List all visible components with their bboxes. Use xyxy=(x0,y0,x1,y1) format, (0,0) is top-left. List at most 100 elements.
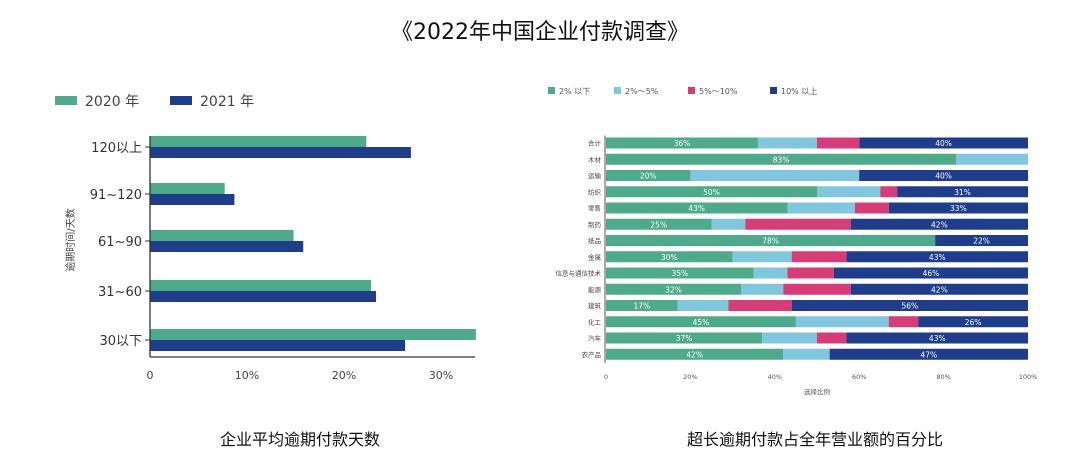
legend-label: 2021 年 xyxy=(200,94,254,110)
bar-segment xyxy=(795,316,889,328)
bar-segment xyxy=(829,348,1028,360)
legend-swatch xyxy=(548,87,555,94)
bar-2021 xyxy=(150,340,406,351)
bar-segment xyxy=(606,186,817,198)
bar-segment xyxy=(846,251,1028,263)
bar-segment xyxy=(677,300,729,311)
y-tick-label: 农产品 xyxy=(582,350,602,359)
bar-segment xyxy=(728,300,792,311)
data-label: 17% xyxy=(634,302,651,311)
legend-swatch xyxy=(55,96,77,105)
data-label: 22% xyxy=(973,237,990,246)
data-label: 40% xyxy=(935,139,952,148)
legend-label: 2%～5% xyxy=(625,87,659,96)
bar-2021 xyxy=(150,241,304,252)
y-tick-label: 建筑 xyxy=(588,301,602,310)
data-label: 83% xyxy=(773,155,790,164)
data-label: 20% xyxy=(640,172,657,181)
x-axis-label: 选择比例 xyxy=(804,387,830,396)
y-tick-label: 化工 xyxy=(588,317,602,326)
data-label: 25% xyxy=(650,220,667,229)
bar-segment xyxy=(606,348,784,360)
bar-segment xyxy=(606,251,733,263)
y-tick-label: 金属 xyxy=(588,252,601,261)
data-label: 36% xyxy=(674,139,691,148)
bar-segment xyxy=(833,267,1028,279)
right-stacked-bar-chart: 2% 以下 2%～5% 5%～10% 10% 以上 36% 40% 合计 83% 木材 20% 40… xyxy=(548,87,1038,396)
bar-segment xyxy=(854,202,889,214)
bar-segment xyxy=(606,170,691,181)
bar-segment xyxy=(935,235,1028,246)
y-tick-label: 制药 xyxy=(588,220,602,229)
data-label: 56% xyxy=(902,302,919,311)
bar-segment xyxy=(880,186,898,198)
bar-segment xyxy=(859,170,1028,181)
data-label: 35% xyxy=(672,269,689,278)
data-label: 33% xyxy=(950,204,967,213)
x-tick-label: 10% xyxy=(235,369,259,382)
data-label: 37% xyxy=(676,334,693,343)
legend-swatch xyxy=(170,96,192,105)
bar-segment xyxy=(791,300,1028,311)
bar-segment xyxy=(791,251,847,263)
y-tick-label: 信息与通信技术 xyxy=(556,269,602,278)
bar-2020 xyxy=(150,230,294,241)
left-chart-caption: 企业平均逾期付款天数 xyxy=(219,430,380,449)
data-label: 47% xyxy=(920,350,937,359)
bar-segment xyxy=(888,202,1028,214)
data-label: 42% xyxy=(931,220,948,229)
y-tick-label: 30以下 xyxy=(99,334,142,349)
data-label: 42% xyxy=(686,350,703,359)
data-label: 43% xyxy=(929,253,946,262)
bar-segment xyxy=(732,251,792,263)
bar-2020 xyxy=(150,329,476,340)
bar-segment xyxy=(918,316,1028,328)
bar-segment xyxy=(606,283,742,295)
x-tick-label: 0 xyxy=(604,373,608,381)
bar-segment xyxy=(741,283,784,295)
y-tick-label: 纸品 xyxy=(588,236,601,245)
right-chart-caption: 超长逾期付款占全年营业额的百分比 xyxy=(686,430,943,449)
bar-segment xyxy=(783,348,830,360)
x-tick-label: 20% xyxy=(332,369,356,382)
x-tick-label: 20% xyxy=(683,373,697,381)
y-tick-label: 61~90 xyxy=(98,235,142,250)
bar-segment xyxy=(606,300,678,311)
bar-segment xyxy=(690,170,860,181)
bar-2020 xyxy=(150,183,225,194)
bar-segment xyxy=(606,316,796,328)
bar-segment xyxy=(606,235,936,246)
legend-label: 2% 以下 xyxy=(559,87,590,96)
bar-segment xyxy=(850,283,1028,295)
bar-segment xyxy=(762,332,817,344)
bar-segment xyxy=(956,153,1028,165)
page-title: 《2022年中国企业付款调查》 xyxy=(391,20,689,45)
bar-segment xyxy=(757,137,817,149)
data-label: 31% xyxy=(954,188,971,197)
x-tick-label: 100% xyxy=(1019,373,1038,381)
bar-2021 xyxy=(150,147,411,158)
data-label: 26% xyxy=(965,318,982,327)
bar-segment xyxy=(787,202,855,214)
data-label: 50% xyxy=(703,188,720,197)
y-tick-label: 能源 xyxy=(588,285,602,294)
y-tick-label: 120以上 xyxy=(91,141,142,156)
bar-segment xyxy=(897,186,1028,198)
bar-segment xyxy=(606,202,788,214)
data-label: 45% xyxy=(693,318,710,327)
y-tick-label: 31~60 xyxy=(98,285,142,300)
y-tick-label: 运输 xyxy=(588,171,602,180)
data-label: 42% xyxy=(931,285,948,294)
bar-segment xyxy=(753,267,788,279)
data-label: 46% xyxy=(923,269,940,278)
bar-segment xyxy=(846,332,1028,344)
y-tick-label: 木材 xyxy=(588,155,602,164)
bar-2021 xyxy=(150,291,377,302)
legend-label: 5%～10% xyxy=(699,87,738,96)
bar-segment xyxy=(787,267,834,279)
x-tick-label: 0 xyxy=(147,369,154,382)
bar-segment xyxy=(859,137,1028,149)
bar-segment xyxy=(606,153,957,165)
y-tick-label: 合计 xyxy=(588,139,602,148)
y-tick-label: 零售 xyxy=(588,204,601,213)
